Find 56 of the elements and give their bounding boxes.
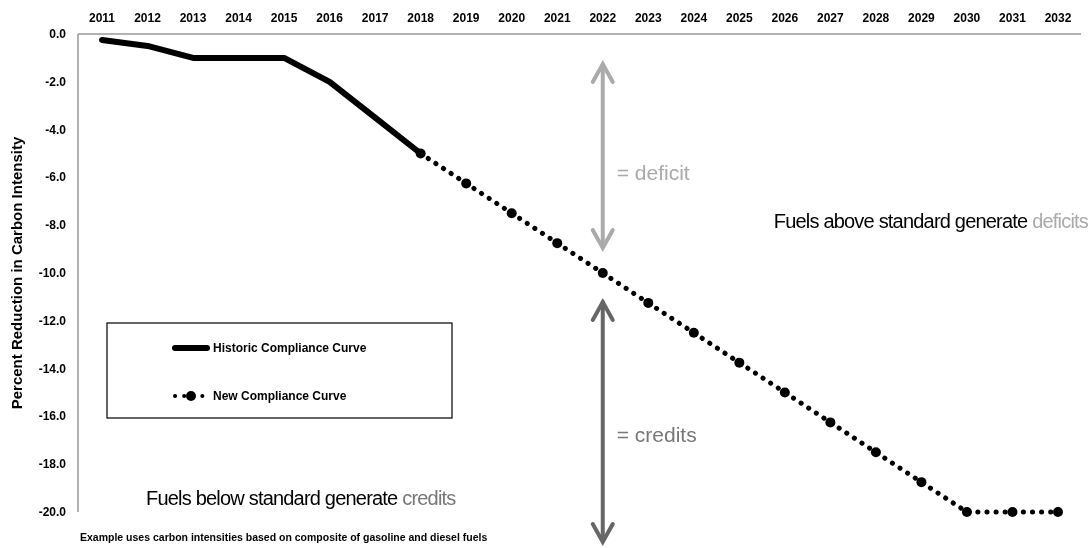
point bbox=[688, 327, 699, 338]
y-tick-label: -8.0 bbox=[45, 218, 67, 233]
x-tick-label: 2028 bbox=[862, 11, 890, 25]
x-tick-label: 2022 bbox=[589, 11, 617, 25]
point bbox=[734, 357, 745, 368]
point bbox=[779, 387, 790, 398]
x-tick-label: 2024 bbox=[680, 11, 708, 25]
x-tick-label: 2012 bbox=[134, 11, 162, 25]
x-tick-label: 2029 bbox=[908, 11, 936, 25]
y-tick-label: -16.0 bbox=[38, 409, 67, 424]
x-tick-label: 2011 bbox=[88, 11, 116, 25]
legend-label: New Compliance Curve bbox=[213, 389, 347, 403]
x-tick-label: 2014 bbox=[225, 11, 253, 25]
y-axis-title: Percent Reduction in Carbon Intensity bbox=[8, 136, 25, 410]
point bbox=[825, 417, 836, 428]
x-tick-label: 2015 bbox=[270, 11, 298, 25]
y-tick-label: -10.0 bbox=[38, 266, 67, 280]
y-tick-label: -12.0 bbox=[38, 313, 67, 328]
legend-label: Historic Compliance Curve bbox=[213, 341, 367, 355]
annotation: Fuels below standard generate credits bbox=[146, 487, 457, 509]
y-tick-label: -14.0 bbox=[38, 361, 67, 376]
y-tick-label: -6.0 bbox=[45, 170, 67, 185]
y-tick-label: -20.0 bbox=[38, 505, 67, 519]
x-tick-label: 2018 bbox=[407, 11, 435, 25]
point bbox=[961, 507, 972, 517]
x-tick-label: 2019 bbox=[452, 11, 480, 25]
annotation: = credits bbox=[616, 423, 697, 446]
x-tick-label: 2031 bbox=[999, 11, 1027, 25]
annotation: = deficit bbox=[616, 161, 690, 184]
x-tick-label: 2013 bbox=[179, 11, 207, 25]
x-tick-label: 2025 bbox=[725, 11, 753, 25]
x-tick-label: 2023 bbox=[634, 11, 662, 25]
y-tick-label: -18.0 bbox=[38, 457, 67, 472]
point bbox=[870, 447, 881, 458]
point bbox=[552, 238, 563, 249]
point bbox=[597, 268, 608, 278]
x-tick-label: 2020 bbox=[498, 11, 526, 25]
x-tick-label: 2030 bbox=[953, 11, 981, 25]
point bbox=[506, 208, 517, 219]
point bbox=[461, 178, 472, 189]
point bbox=[916, 477, 927, 488]
annotation: Fuels above standard generate deficits bbox=[773, 210, 1089, 232]
point bbox=[643, 297, 654, 308]
x-tick-label: 2021 bbox=[543, 11, 571, 25]
point bbox=[415, 148, 426, 159]
point bbox=[1007, 507, 1018, 517]
y-tick-label: 0.0 bbox=[49, 27, 67, 41]
x-tick-label: 2032 bbox=[1044, 11, 1072, 25]
y-tick-label: -2.0 bbox=[45, 74, 67, 89]
x-tick-label: 2017 bbox=[361, 11, 389, 25]
x-tick-label: 2027 bbox=[817, 11, 845, 25]
y-tick-label: -4.0 bbox=[45, 122, 67, 137]
point bbox=[1053, 507, 1063, 517]
x-tick-label: 2016 bbox=[316, 11, 344, 25]
x-tick-label: 2026 bbox=[771, 11, 799, 25]
text: Example uses carbon intensities based on composite of gasoline and diesel fuels bbox=[80, 531, 488, 543]
